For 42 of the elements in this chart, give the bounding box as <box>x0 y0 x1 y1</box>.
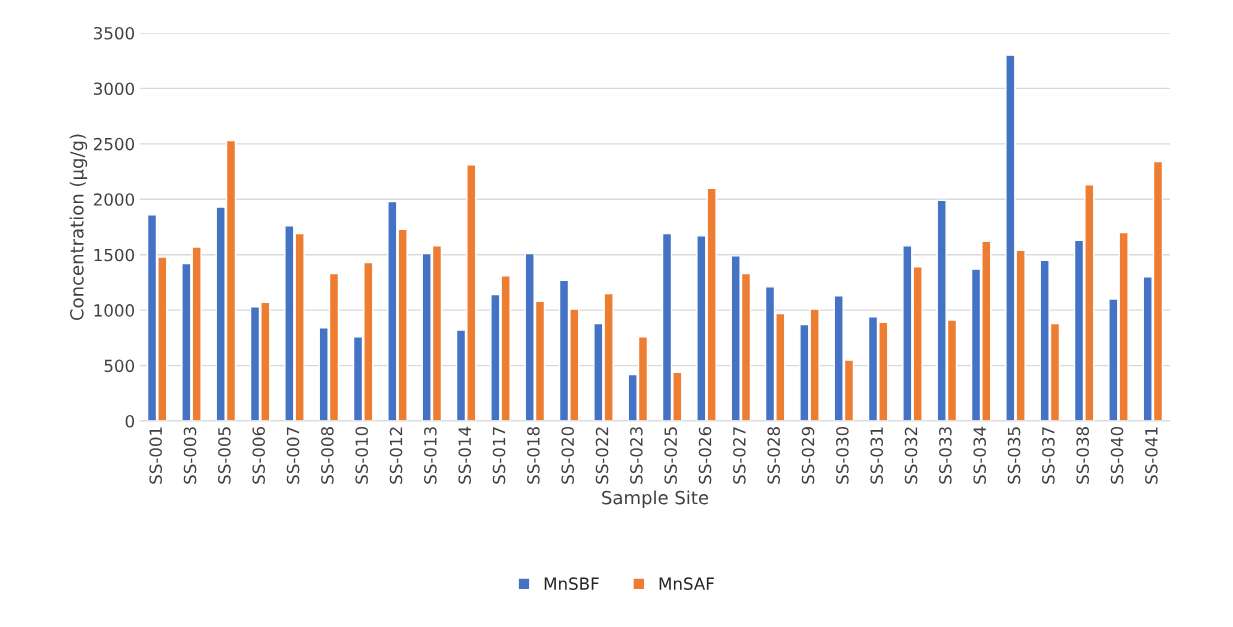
y-tick-label: 3000 <box>93 82 135 95</box>
x-tick-label: SS-017 <box>492 427 506 484</box>
x-tick-label: SS-020 <box>561 426 574 484</box>
x-tick-label: SS-022 <box>595 427 609 484</box>
x-tick-label: SS-026 <box>698 426 712 484</box>
y-tick-label: 2500 <box>93 137 135 151</box>
legend-label: MnSAF <box>659 577 714 590</box>
x-tick-label: SS-007 <box>286 427 300 484</box>
x-tick-label: SS-034 <box>973 426 986 484</box>
x-tick-label: SS-014 <box>458 426 471 484</box>
x-tick-label: SS-023 <box>630 427 643 484</box>
x-tick-label: SS-032 <box>904 427 918 484</box>
y-tick-label: 500 <box>104 359 135 373</box>
y-axis-title: Concentration (µg/g) <box>69 134 88 321</box>
x-tick-label: SS-012 <box>389 427 403 484</box>
x-tick-label: SS-028 <box>767 427 780 484</box>
x-tick-label: SS-010 <box>355 426 368 484</box>
x-tick-label: SS-018 <box>527 427 540 484</box>
y-tick-label: 1500 <box>94 248 135 262</box>
x-tick-label: SS-003 <box>183 427 197 484</box>
x-tick-label: SS-031 <box>870 427 883 484</box>
y-tick-label: 2000 <box>93 193 135 206</box>
x-tick-label: SS-005 <box>218 427 231 484</box>
x-tick-label: SS-038 <box>1076 427 1089 484</box>
x-tick-label: SS-013 <box>424 427 437 484</box>
legend-label: MnSBF <box>544 577 599 590</box>
x-axis-title: Sample Site <box>602 490 709 508</box>
x-tick-label: SS-040 <box>1110 426 1124 484</box>
x-tick-label: SS-041 <box>1145 427 1158 484</box>
y-tick-label: 3500 <box>93 26 135 40</box>
x-tick-label: SS-029 <box>801 427 815 484</box>
x-tick-label: SS-033 <box>939 427 952 484</box>
x-tick-label: SS-001 <box>149 427 162 484</box>
x-tick-label: SS-008 <box>321 427 334 484</box>
x-tick-label: SS-025 <box>664 427 677 484</box>
x-tick-label: SS-030 <box>836 426 849 484</box>
x-tick-label: SS-035 <box>1007 427 1021 484</box>
x-tick-label: SS-006 <box>252 426 265 484</box>
y-tick-label: 0 <box>125 414 135 428</box>
x-tick-label: SS-037 <box>1042 427 1055 484</box>
x-tick-label: SS-027 <box>733 427 746 484</box>
y-tick-label: 1000 <box>94 304 135 317</box>
